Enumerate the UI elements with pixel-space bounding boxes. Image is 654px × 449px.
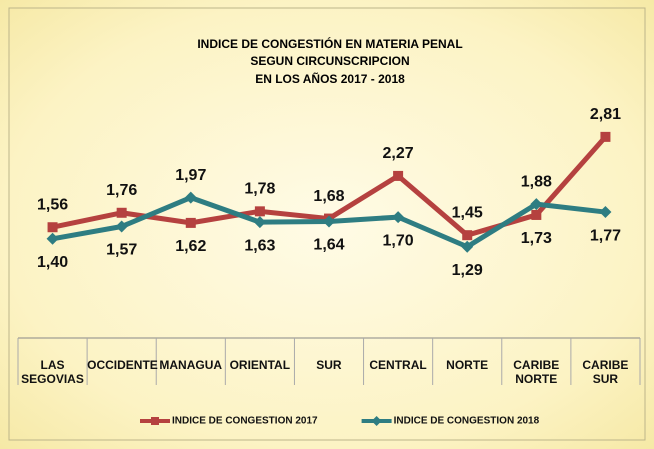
legend-label: INDICE DE CONGESTION 2017 [172,416,318,427]
point [184,191,197,204]
point [599,206,612,219]
data-label: 1,40 [37,254,68,271]
x-tick-label: MANAGUA [159,358,223,372]
x-tick-label: ORIENTAL [229,358,291,372]
point [323,215,335,228]
chart-title: EN LOS AÑOS 2017 - 2018 [255,71,405,86]
point [600,131,611,142]
data-label: 1,70 [383,232,414,249]
data-label: 1,63 [244,237,275,254]
data-label: 1,29 [452,262,483,279]
x-tick-label: SUR [316,358,342,372]
point [253,216,266,229]
chart-title: INDICE DE CONGESTIÓN EN MATERIA PENAL [197,36,462,51]
data-label: 1,77 [590,227,621,244]
point [531,209,542,220]
data-label: 1,73 [521,230,552,247]
point [46,232,59,245]
data-label: 1,62 [175,238,206,255]
point [530,198,543,211]
point [47,222,58,233]
point [254,206,265,217]
point [116,207,127,218]
data-label: 1,45 [452,204,483,221]
chart-title: SEGUN CIRCUNSCRIPCION [250,54,409,68]
data-label: 1,88 [521,173,552,190]
chart-border [8,7,646,441]
x-tick-label: OCCIDENTE [87,358,158,372]
data-label: 2,81 [590,106,621,123]
x-tick-label: CENTRAL [369,358,427,372]
data-label: 1,57 [106,242,137,259]
point [392,211,405,224]
data-label: 2,27 [383,145,414,162]
point [115,220,128,233]
point [151,417,159,425]
legend-label: INDICE DE CONGESTION 2018 [394,416,540,427]
data-label: 1,56 [37,196,68,213]
data-label: 1,97 [175,167,206,184]
point [185,217,196,228]
point [462,230,473,241]
x-tick-label: NORTE [446,358,489,372]
data-label: 1,76 [106,182,137,199]
point [461,240,474,253]
point [371,416,382,426]
data-label: 1,78 [244,181,275,198]
data-label: 1,68 [313,188,344,205]
data-label: 1,64 [313,237,344,254]
x-tick-label: LAS SEGOVIAS [21,358,84,386]
x-tick-label: CARIBE NORTE [513,358,560,386]
x-tick-label: CARIBE SUR [582,358,629,386]
point [393,170,404,181]
